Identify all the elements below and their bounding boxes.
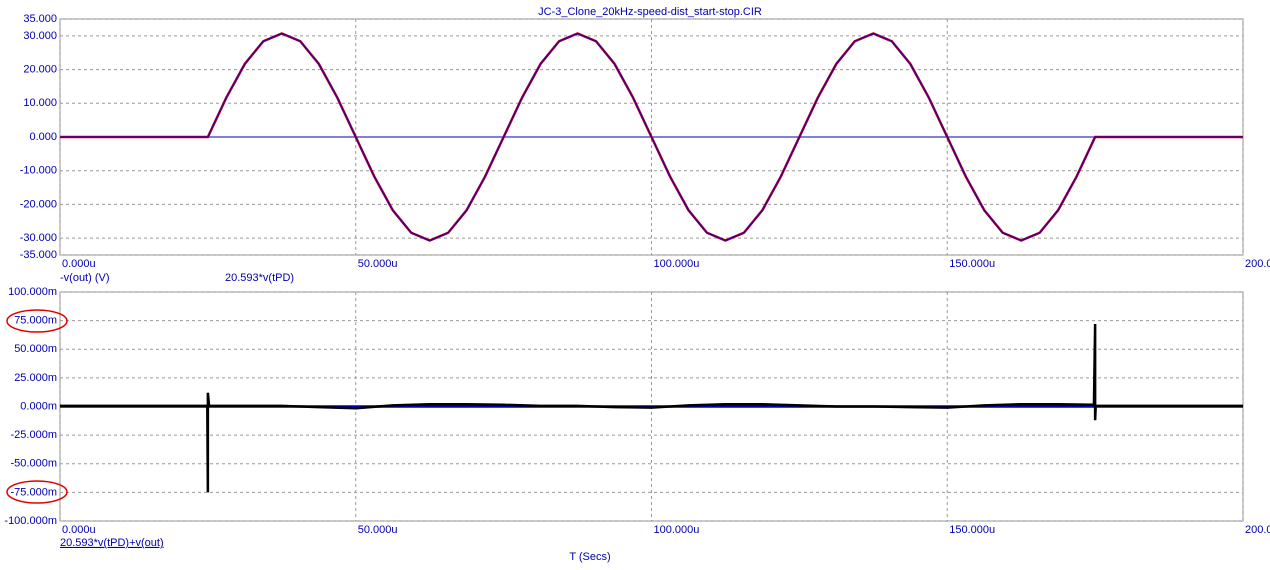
x-tick-label: 0.000u — [62, 258, 96, 270]
y-tick-label: 50.000m — [14, 343, 57, 355]
y-tick-label: -20.000 — [20, 198, 57, 210]
y-tick-label: -75.000m — [11, 486, 57, 498]
y-tick-label: -35.000 — [20, 249, 57, 261]
y-tick-label: -25.000m — [11, 429, 57, 441]
x-tick-label: 0.000u — [62, 524, 96, 536]
y-tick-label: 30.000 — [23, 30, 57, 42]
y-tick-label: 0.000 — [29, 131, 57, 143]
x-tick-label: 150.000u — [949, 524, 995, 536]
series-line — [60, 32, 1243, 242]
y-tick-label: -10.000 — [20, 165, 57, 177]
highlight-ellipse — [6, 309, 68, 333]
x-tick-label: 100.000u — [654, 524, 700, 536]
legend-label: -v(out) (V) — [60, 272, 110, 284]
x-tick-label: 50.000u — [358, 258, 398, 270]
y-tick-label: -50.000m — [11, 458, 57, 470]
y-tick-label: 20.000 — [23, 63, 57, 75]
y-tick-label: 25.000m — [14, 372, 57, 384]
y-tick-label: 100.000m — [8, 286, 57, 298]
y-tick-label: 10.000 — [23, 97, 57, 109]
x-axis-label: T (Secs) — [569, 551, 610, 563]
y-tick-label: -30.000 — [20, 232, 57, 244]
x-tick-label: 200.000u — [1245, 258, 1270, 270]
x-tick-label: 150.000u — [949, 258, 995, 270]
x-tick-label: 50.000u — [358, 524, 398, 536]
highlight-ellipse — [6, 480, 68, 504]
series-line — [60, 324, 1243, 493]
x-tick-label: 200.000u — [1245, 524, 1270, 536]
chart-title: JC-3_Clone_20kHz-speed-dist_start-stop.C… — [538, 6, 762, 18]
legend-label: 20.593*v(tPD)+v(out) — [60, 537, 164, 549]
y-tick-label: -100.000m — [4, 515, 57, 527]
y-tick-label: 75.000m — [14, 315, 57, 327]
y-tick-label: 35.000 — [23, 13, 57, 25]
y-tick-label: 0.000m — [20, 400, 57, 412]
legend-label: 20.593*v(tPD) — [225, 272, 294, 284]
x-tick-label: 100.000u — [654, 258, 700, 270]
